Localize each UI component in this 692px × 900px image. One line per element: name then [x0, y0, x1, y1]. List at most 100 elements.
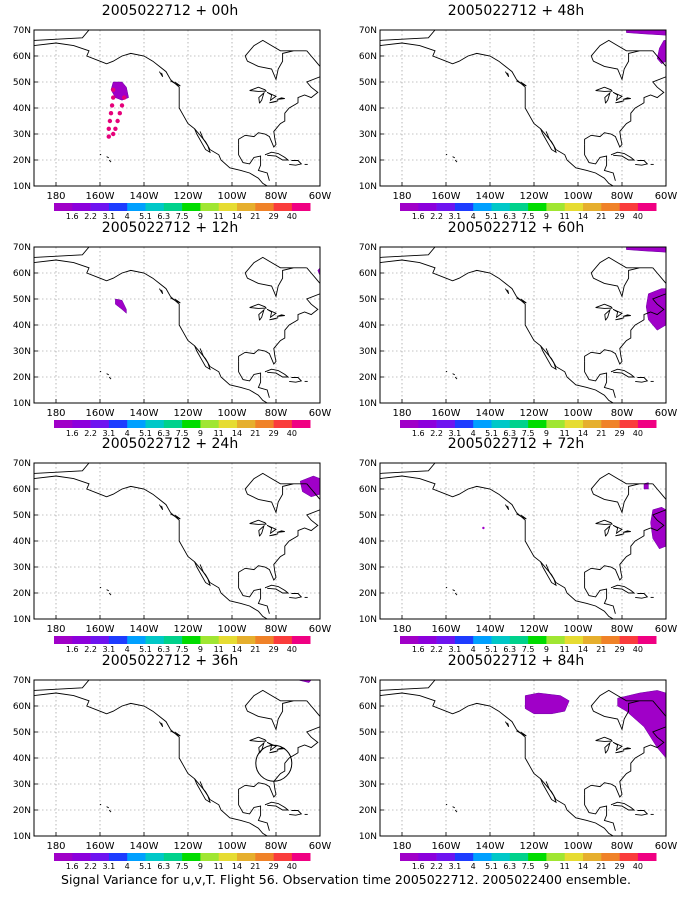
colorbar-swatch — [454, 853, 474, 861]
coastline — [99, 153, 102, 156]
coastline — [454, 159, 458, 163]
lon-label: 80W — [611, 408, 634, 419]
lon-label: 120W — [174, 624, 203, 635]
lat-label: 20N — [13, 806, 31, 816]
map-svg: 10N 20N 30N 40N 50N 60N 70N 180 160W 140W 120W 100W… — [359, 243, 678, 438]
coastline — [380, 475, 615, 619]
coastline — [159, 721, 164, 728]
coastline — [159, 504, 164, 511]
colorbar-swatch — [291, 636, 311, 644]
colorbar: 1.6 2.2 3.1 4 5.1 6.3 7.5 9 11 14 21 29 40 — [54, 636, 311, 654]
coastline — [34, 42, 269, 186]
panel-title: 2005022712 + 36h — [101, 653, 239, 669]
lat-label: 20N — [13, 373, 31, 383]
lon-label: 140W — [130, 408, 159, 419]
lat-label: 70N — [359, 459, 377, 469]
lon-label: 120W — [520, 841, 549, 852]
lon-label: 120W — [520, 408, 549, 419]
colorbar: 1.6 2.2 3.1 4 5.1 6.3 7.5 9 11 14 21 29 40 — [54, 853, 311, 871]
coastline — [610, 368, 636, 378]
coastline — [516, 513, 527, 520]
panel-title: 2005022712 + 84h — [447, 653, 585, 669]
colorbar-swatch — [400, 420, 419, 428]
colorbar-swatch — [255, 420, 274, 428]
coastline — [665, 700, 666, 702]
coastline — [668, 83, 681, 91]
colorbar-label: 7.5 — [176, 429, 189, 438]
variance-region — [524, 692, 570, 715]
map-frame — [33, 679, 321, 837]
colorbar-label: 9 — [198, 645, 203, 654]
coastline — [266, 741, 277, 752]
variance-region — [299, 475, 320, 498]
observation-point — [119, 103, 125, 108]
lat-label: 50N — [13, 728, 31, 738]
colorbar-swatch — [528, 203, 547, 211]
coastline — [668, 516, 681, 524]
coastline — [665, 50, 666, 52]
colorbar-swatch — [436, 203, 456, 211]
colorbar-swatch — [163, 636, 183, 644]
map-svg: 10N 20N 30N 40N 50N 60N 70N 180 160W 140W 120W 100W… — [359, 459, 681, 654]
coastline — [584, 144, 616, 181]
lat-label: 50N — [359, 295, 377, 305]
colorbar-swatch — [200, 853, 219, 861]
colorbar-swatch — [237, 853, 256, 861]
colorbar-label: 7.5 — [176, 212, 189, 221]
variance-region — [317, 267, 320, 276]
colorbar-label: 4 — [125, 429, 130, 438]
colorbar-swatch — [564, 420, 584, 428]
colorbar-label: 21 — [596, 645, 606, 654]
coastline — [289, 810, 303, 816]
coastline — [622, 530, 631, 533]
lon-label: 60W — [309, 408, 332, 419]
lon-label: 140W — [476, 191, 505, 202]
colorbar-label: 40 — [287, 212, 297, 221]
colorbar-label: 1.6 — [412, 429, 425, 438]
colorbar: 1.6 2.2 3.1 4 5.1 6.3 7.5 9 11 14 21 29 40 — [400, 203, 657, 221]
coastline — [380, 692, 615, 836]
coastline — [34, 475, 269, 619]
lon-label: 100W — [218, 191, 247, 202]
lon-label: 100W — [218, 624, 247, 635]
colorbar-swatch — [108, 636, 128, 644]
coastline — [540, 561, 557, 587]
colorbar-swatch — [291, 203, 311, 211]
coastline — [615, 100, 625, 104]
coastline — [238, 700, 320, 798]
colorbar-swatch — [54, 636, 73, 644]
colorbar-swatch — [583, 420, 602, 428]
lat-label: 50N — [359, 511, 377, 521]
coastline — [622, 314, 631, 317]
lat-label: 30N — [13, 563, 31, 573]
coastline — [264, 368, 290, 378]
lon-label: 180 — [46, 408, 65, 419]
coastline — [244, 39, 307, 81]
colorbar-label: 14 — [578, 862, 588, 871]
lon-label: 80W — [265, 408, 288, 419]
panel-title: 2005022712 + 72h — [447, 436, 585, 452]
observation-point — [122, 95, 127, 100]
lat-label: 60N — [359, 52, 377, 62]
colorbar-swatch — [454, 636, 474, 644]
map-panel: 2005022712 + 36h 10N 20N 30N 40N 50N 60N 70N 180… — [0, 650, 340, 871]
colorbar: 1.6 2.2 3.1 4 5.1 6.3 7.5 9 11 14 21 29 40 — [54, 420, 311, 438]
coastline — [584, 700, 666, 798]
colorbar-swatch — [163, 420, 183, 428]
colorbar-swatch — [182, 203, 201, 211]
colorbar-label: 3.1 — [449, 862, 462, 871]
lon-label: 60W — [655, 624, 678, 635]
colorbar-swatch — [473, 203, 492, 211]
coastline — [264, 584, 290, 594]
colorbar-label: 4 — [471, 429, 476, 438]
coastline — [34, 30, 166, 41]
coastline — [244, 472, 307, 514]
coastline — [269, 533, 279, 537]
coastline — [106, 156, 110, 159]
colorbar-label: 14 — [232, 212, 242, 221]
colorbar-swatch — [601, 203, 620, 211]
colorbar-swatch — [601, 420, 620, 428]
observation-point — [106, 134, 112, 139]
colorbar-label: 1.6 — [66, 429, 79, 438]
coastlines — [34, 247, 320, 403]
